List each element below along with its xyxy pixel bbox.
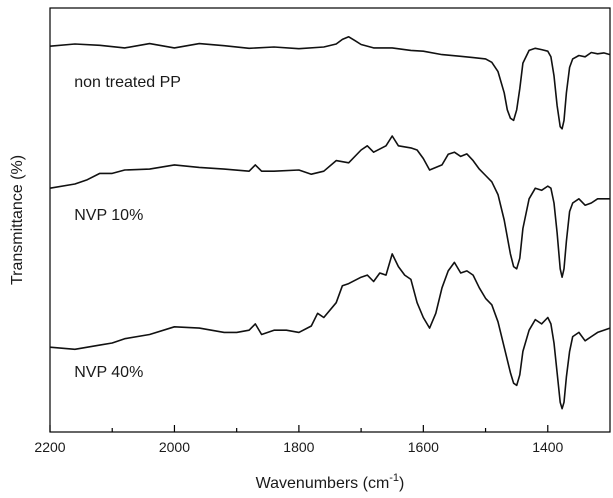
x-axis-label-suffix: ) xyxy=(399,475,404,492)
series-label: NVP 10% xyxy=(74,207,143,224)
series-curves xyxy=(49,36,611,410)
series-labels: non treated PP NVP 10% NVP 40% xyxy=(74,74,181,381)
x-tick-label: 1600 xyxy=(408,439,439,455)
series-line xyxy=(49,36,611,130)
y-axis-label: Transmittance (%) xyxy=(9,155,26,285)
x-axis-ticks: 2200 2000 1800 1600 1400 xyxy=(34,425,564,455)
x-tick-label: 1800 xyxy=(283,439,314,455)
series-line xyxy=(49,253,611,410)
x-tick-label: 1400 xyxy=(532,439,563,455)
series-line xyxy=(49,135,610,278)
x-axis-label-text: Wavenumbers (cm xyxy=(256,475,390,492)
series-label: NVP 40% xyxy=(74,364,143,381)
x-axis-label: Wavenumbers (cm-1) xyxy=(256,472,405,492)
x-tick-label: 2000 xyxy=(159,439,190,455)
plot-frame xyxy=(49,7,611,433)
x-axis-label-superscript: -1 xyxy=(389,472,399,484)
series-label: non treated PP xyxy=(74,74,181,91)
x-tick-label: 2200 xyxy=(34,439,65,455)
